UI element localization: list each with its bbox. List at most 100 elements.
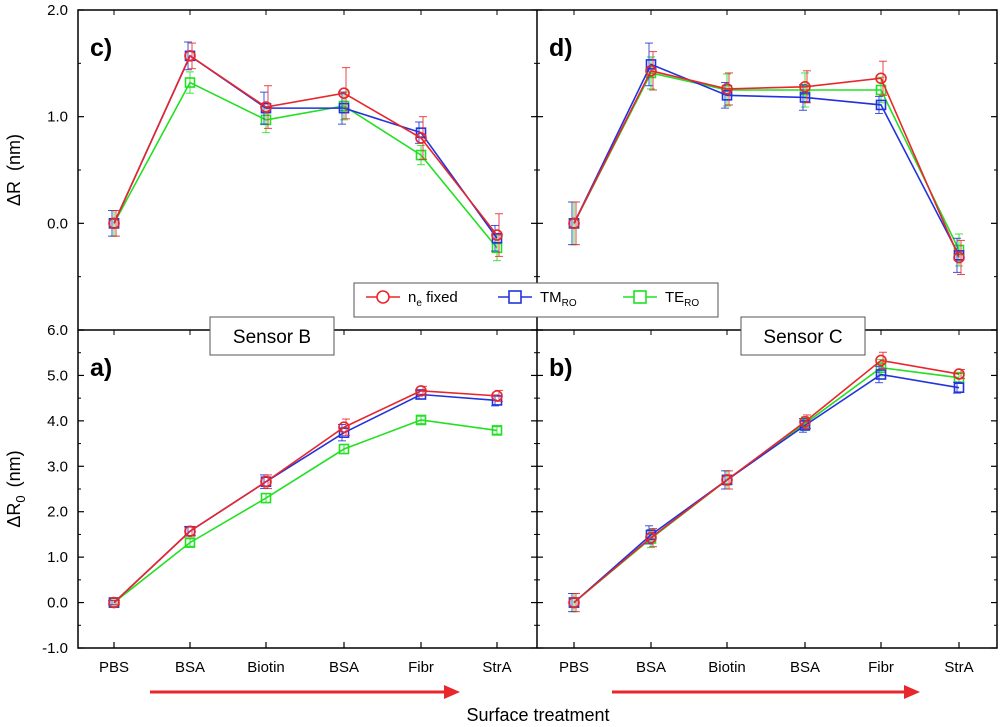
marks-layer bbox=[108, 41, 965, 613]
data-point-tm bbox=[645, 59, 657, 70]
data-point-ne bbox=[108, 217, 120, 230]
data-point-ne bbox=[415, 385, 427, 397]
y-tick-label: 2.0 bbox=[47, 2, 68, 19]
x-tick-label: BSA bbox=[790, 659, 820, 676]
y-tick-label: 3.0 bbox=[47, 458, 68, 475]
y-axis-title-subscript: 0 bbox=[13, 495, 28, 502]
data-point-ne bbox=[953, 368, 965, 380]
x-tick-label: Biotin bbox=[708, 659, 746, 676]
data-point-te bbox=[260, 492, 272, 504]
x-tick-label: StrA bbox=[944, 659, 973, 676]
x-tick-label: Biotin bbox=[247, 659, 285, 676]
data-point-ne bbox=[953, 251, 965, 264]
data-point-ne bbox=[338, 87, 350, 99]
data-point-ne bbox=[338, 421, 350, 434]
panel-label: b) bbox=[549, 354, 573, 382]
series-line-tm bbox=[113, 54, 498, 239]
x-tick-label: BSA bbox=[175, 659, 205, 676]
x-tick-label: BSA bbox=[636, 659, 666, 676]
data-point-ne bbox=[568, 217, 580, 230]
legend-label-rest: fixed bbox=[422, 289, 458, 306]
data-point-ne bbox=[260, 475, 272, 488]
x-tick-label: PBS bbox=[99, 659, 129, 676]
y-tick-label: 4.0 bbox=[47, 413, 68, 430]
series-line-ne bbox=[573, 359, 960, 604]
y-tick-label: 0.0 bbox=[47, 215, 68, 232]
series-line-te bbox=[113, 81, 498, 249]
process-arrow-head bbox=[904, 685, 920, 699]
series-line-tm bbox=[113, 393, 498, 604]
data-point-ne bbox=[799, 81, 811, 93]
data-point-ne bbox=[108, 596, 120, 609]
x-tick-label: Fibr bbox=[408, 659, 434, 676]
data-point-ne bbox=[875, 72, 887, 85]
y-tick-label: 1.0 bbox=[47, 109, 68, 126]
x-tick-label: Fibr bbox=[868, 659, 894, 676]
legend-label-tm: TMRO bbox=[540, 289, 577, 309]
legend: Sensor B Sensor C ne fixed TMRO TERO bbox=[209, 282, 866, 356]
legend-label-subscript: RO bbox=[562, 298, 577, 309]
series-line-te bbox=[573, 72, 960, 251]
data-point-te bbox=[184, 77, 196, 88]
data-point-ne bbox=[799, 415, 811, 428]
y-tick-label: 2.0 bbox=[47, 504, 68, 521]
data-point-tm bbox=[875, 99, 887, 111]
series-line-ne bbox=[113, 390, 498, 604]
y-tick-label: 1.0 bbox=[47, 549, 68, 566]
data-point-ne bbox=[184, 50, 196, 62]
data-point-ne bbox=[415, 132, 427, 144]
data-point-ne bbox=[568, 596, 580, 609]
series-line-ne bbox=[573, 69, 960, 258]
data-point-ne bbox=[184, 525, 196, 538]
data-point-ne bbox=[645, 531, 657, 544]
data-point-ne bbox=[721, 83, 733, 95]
data-point-ne bbox=[491, 229, 503, 241]
data-point-tm bbox=[338, 102, 350, 114]
legend-marker-tm bbox=[508, 290, 522, 304]
y-axis-title-unit: (nm) bbox=[4, 450, 24, 487]
data-point-te bbox=[875, 362, 887, 374]
sensor-label: Sensor C bbox=[763, 327, 842, 348]
legend-marker-te bbox=[633, 290, 647, 304]
y-tick-label: 6.0 bbox=[47, 322, 68, 339]
legend-label-te: TERO bbox=[665, 289, 699, 309]
data-point-ne bbox=[260, 101, 272, 113]
data-point-tm bbox=[875, 369, 887, 380]
data-point-ne bbox=[721, 474, 733, 486]
y-axis-title: ΔR0 (nm) bbox=[4, 450, 28, 527]
y-axis-title: ΔR (nm) bbox=[4, 134, 24, 206]
x-tick-label: BSA bbox=[329, 659, 359, 676]
y-tick-label: 0.0 bbox=[47, 595, 68, 612]
legend-label-subscript: RO bbox=[684, 298, 699, 309]
sensor-label-box bbox=[209, 316, 335, 356]
panel-label: c) bbox=[90, 34, 112, 62]
sensor-label-box bbox=[740, 316, 866, 356]
sensor-label: Sensor B bbox=[233, 327, 311, 348]
legend-label-ne: ne fixed bbox=[408, 289, 458, 309]
x-tick-label: PBS bbox=[559, 659, 589, 676]
panel-label: d) bbox=[549, 34, 573, 62]
y-tick-label: -1.0 bbox=[42, 640, 68, 657]
x-tick-label: StrA bbox=[482, 659, 511, 676]
data-point-te bbox=[338, 443, 350, 455]
y-tick-label: 5.0 bbox=[47, 367, 68, 384]
data-point-tm bbox=[491, 395, 503, 406]
series-line-tm bbox=[573, 373, 960, 604]
data-point-ne bbox=[645, 65, 657, 77]
data-point-te bbox=[415, 414, 427, 426]
series-line-ne bbox=[113, 54, 498, 236]
text-layer: Surface treatment PBS BSA Biotin BSA Fibr Str… bbox=[4, 2, 974, 725]
legend-marker-ne bbox=[376, 290, 390, 304]
data-point-tm bbox=[799, 92, 811, 103]
data-point-te bbox=[491, 425, 503, 436]
series-line-tm bbox=[573, 63, 960, 256]
y-axis-title-unit: (nm) bbox=[4, 134, 24, 171]
data-point-ne bbox=[875, 354, 887, 367]
data-point-te bbox=[184, 537, 196, 548]
legend-label-main: n bbox=[408, 289, 416, 306]
legend-box bbox=[353, 282, 719, 318]
y-axis-title-symbol: ΔR bbox=[4, 181, 24, 206]
series-line-te bbox=[113, 419, 498, 604]
x-axis-title: Surface treatment bbox=[466, 705, 609, 725]
